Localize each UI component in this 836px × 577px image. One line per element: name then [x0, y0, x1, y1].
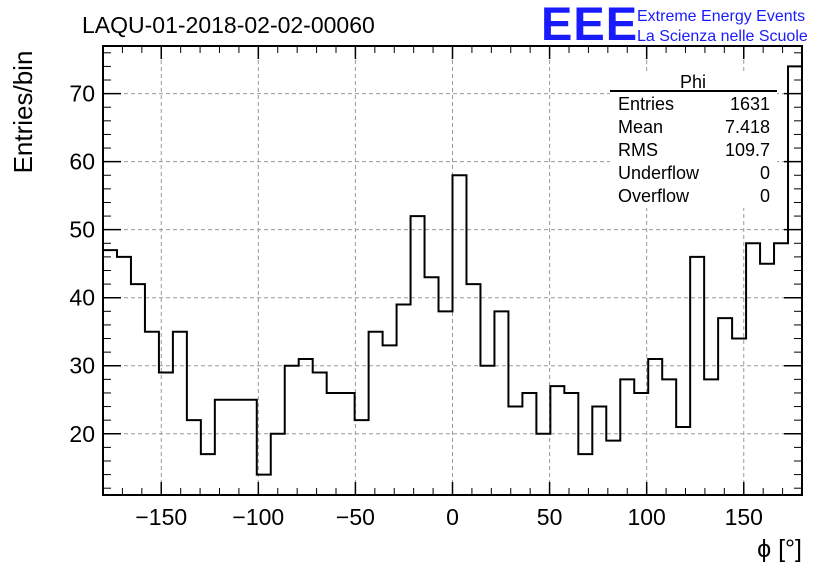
stats-title: Phi: [680, 72, 706, 92]
y-tick-label: 50: [69, 217, 95, 243]
stats-label-overflow: Overflow: [618, 186, 690, 206]
stats-label-rms: RMS: [618, 140, 658, 160]
stats-value-underflow: 0: [760, 163, 770, 183]
x-tick-label: 100: [627, 504, 665, 530]
histogram-line: [103, 65, 802, 476]
x-tick-label: 150: [725, 504, 763, 530]
stats-value-mean: 7.418: [725, 117, 770, 137]
stats-label-mean: Mean: [618, 117, 663, 137]
stats-value-entries: 1631: [730, 94, 770, 114]
chart-title: LAQU-01-2018-02-02-00060: [82, 12, 375, 38]
stats-label-underflow: Underflow: [618, 163, 700, 183]
stats-value-rms: 109.7: [725, 140, 770, 160]
y-tick-label: 70: [69, 81, 95, 107]
y-axis: 20 30 40 50 60 70: [69, 52, 802, 489]
y-axis-label: Entries/bin: [8, 51, 38, 174]
logo-line-2: La Scienza nelle Scuole: [637, 28, 808, 45]
y-tick-label: 60: [69, 149, 95, 175]
y-tick-label: 30: [69, 353, 95, 379]
x-tick-label: 50: [537, 504, 563, 530]
x-tick-label: −50: [336, 504, 375, 530]
x-tick-label: −100: [232, 504, 284, 530]
stats-box: Phi Entries 1631 Mean 7.418 RMS 109.7 Un…: [610, 72, 777, 208]
stats-value-overflow: 0: [760, 186, 770, 206]
eee-logo-letters: EEE: [541, 0, 638, 50]
y-tick-label: 40: [69, 285, 95, 311]
logo-line-1: Extreme Energy Events: [637, 8, 805, 25]
x-axis-label: ϕ [°]: [757, 535, 802, 563]
eee-logo: EEE Extreme Energy Events La Scienza nel…: [541, 0, 808, 50]
x-tick-label: 0: [446, 504, 459, 530]
x-tick-label: −150: [135, 504, 187, 530]
y-tick-label: 20: [69, 421, 95, 447]
x-axis: −150 −100 −50 0 50 100 150: [102, 46, 803, 530]
stats-label-entries: Entries: [618, 94, 674, 114]
stats-box-background: [610, 73, 777, 208]
